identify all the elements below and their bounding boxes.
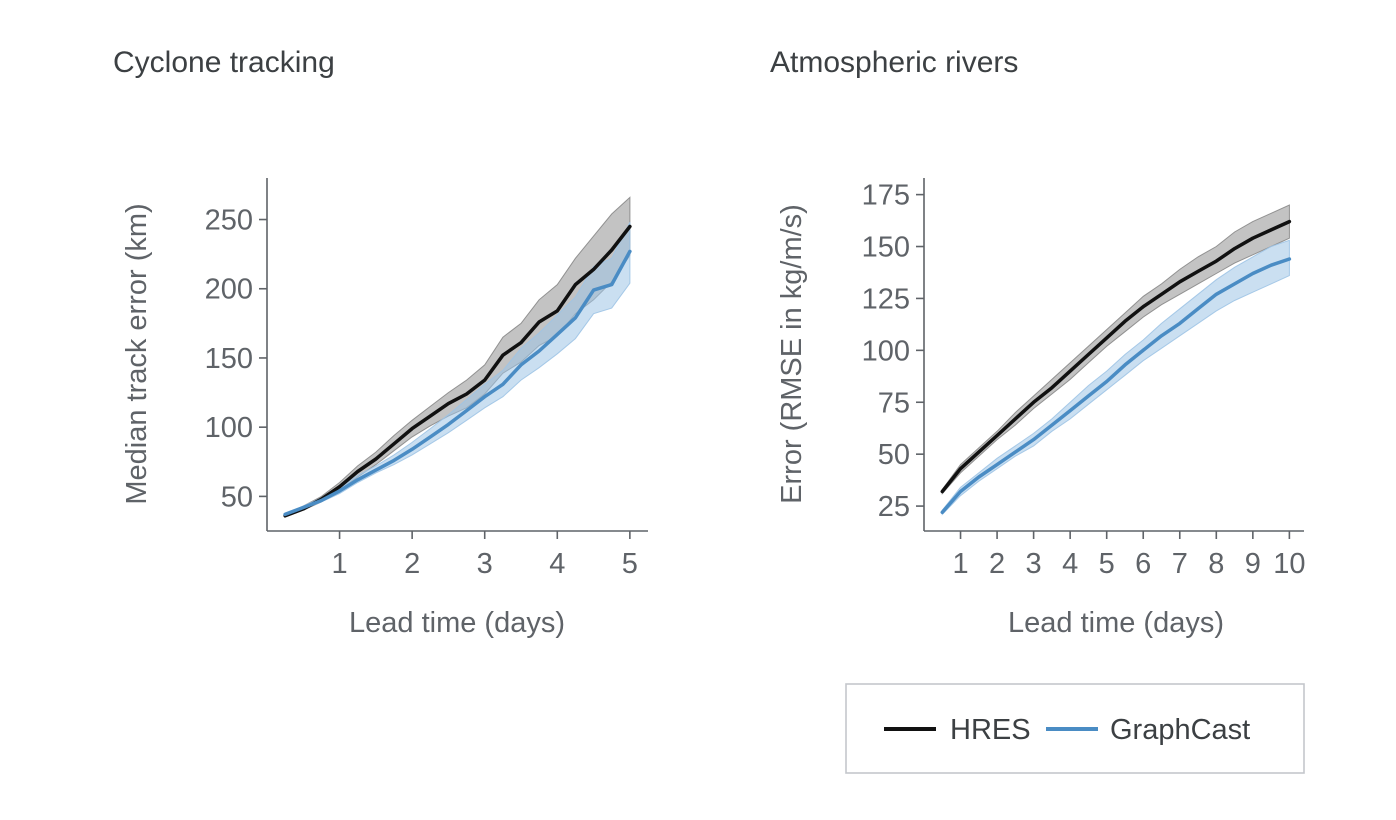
- x-tick-label: 10: [1273, 548, 1305, 580]
- y-tick-label: 150: [205, 343, 253, 375]
- y-tick-label: 50: [221, 481, 253, 513]
- chart-title: Cyclone tracking: [113, 46, 335, 79]
- x-tick-label: 3: [477, 548, 493, 580]
- hres-confidence-band: [941, 204, 1290, 495]
- y-tick-label: 125: [862, 283, 910, 315]
- y-tick-label: 50: [878, 439, 910, 471]
- y-ticks: 25 50 75 100 125 150 175: [862, 180, 924, 523]
- series-lines: [283, 224, 632, 518]
- y-axis-label: Median track error (km): [121, 203, 153, 504]
- cyclone-tracking-chart: Cyclone tracking 50 100 150 200 250 1 2 3 4 5 Le…: [113, 46, 648, 639]
- hres-series-line: [283, 224, 632, 518]
- chart-title: Atmospheric rivers: [770, 46, 1018, 79]
- y-tick-label: 75: [878, 387, 910, 419]
- y-tick-label: 250: [205, 205, 253, 237]
- confidence-bands: [941, 204, 1290, 516]
- x-ticks: 1 2 3 4 5 6 7 8 9 10: [952, 531, 1306, 580]
- hres-confidence-band: [284, 196, 631, 518]
- x-ticks: 1 2 3 4 5: [332, 531, 638, 580]
- x-tick-label: 5: [622, 548, 638, 580]
- hres-series-line: [940, 219, 1292, 494]
- x-tick-label: 1: [332, 548, 348, 580]
- y-tick-label: 175: [862, 180, 910, 212]
- series-lines: [940, 219, 1292, 515]
- y-tick-label: 200: [205, 274, 253, 306]
- graphcast-confidence-band: [941, 239, 1290, 516]
- graphcast-series-line: [283, 249, 632, 517]
- x-tick-label: 8: [1208, 548, 1224, 580]
- y-tick-label: 150: [862, 232, 910, 264]
- y-tick-label: 100: [862, 335, 910, 367]
- y-tick-label: 100: [205, 412, 253, 444]
- legend: HRES GraphCast: [845, 683, 1305, 774]
- x-tick-label: 7: [1172, 548, 1188, 580]
- x-tick-label: 2: [404, 548, 420, 580]
- y-axis-label: Error (RMSE in kg/m/s): [776, 204, 808, 504]
- x-tick-label: 5: [1099, 548, 1115, 580]
- x-tick-label: 2: [989, 548, 1005, 580]
- legend-label-graphcast: GraphCast: [1110, 714, 1250, 746]
- x-tick-label: 4: [1062, 548, 1078, 580]
- x-tick-label: 9: [1245, 548, 1261, 580]
- graphcast-confidence-band: [284, 222, 631, 517]
- x-tick-label: 1: [952, 548, 968, 580]
- x-axis-label: Lead time (days): [1008, 607, 1224, 639]
- legend-label-hres: HRES: [950, 714, 1031, 746]
- y-tick-label: 25: [878, 491, 910, 523]
- x-axis-label: Lead time (days): [349, 607, 565, 639]
- x-tick-label: 6: [1135, 548, 1151, 580]
- x-tick-label: 4: [549, 548, 565, 580]
- confidence-bands: [284, 196, 631, 518]
- graphcast-series-line: [940, 257, 1292, 515]
- x-tick-label: 3: [1026, 548, 1042, 580]
- y-ticks: 50 100 150 200 250: [205, 205, 267, 513]
